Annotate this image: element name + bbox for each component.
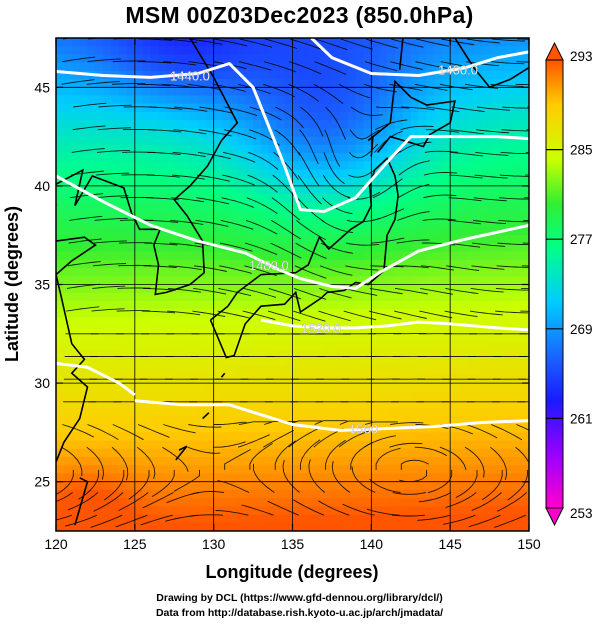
credit-drawing: Drawing by DCL (https://www.gfd-dennou.o… xyxy=(156,592,443,604)
colorbar-label: 285 xyxy=(570,143,593,158)
x-tick-label: 140 xyxy=(360,536,384,552)
chart-title: MSM 00Z03Dec2023 (850.0hPa) xyxy=(125,2,474,28)
y-tick-label: 25 xyxy=(34,474,50,490)
height-contour xyxy=(310,38,529,77)
y-tick-label: 30 xyxy=(34,375,50,391)
height-contour xyxy=(134,399,529,432)
height-contour xyxy=(56,174,529,290)
colorbar-label: 261 xyxy=(570,411,593,426)
height-contours: 1440.0 1400.0 1480.0 1520.0 1560 xyxy=(56,38,529,437)
x-tick-label: 145 xyxy=(438,536,462,552)
y-tick-label: 35 xyxy=(34,277,50,293)
x-tick-label: 125 xyxy=(123,536,147,552)
height-contour xyxy=(260,318,529,332)
y-tick-label: 45 xyxy=(34,79,50,95)
x-tick-label: 150 xyxy=(517,536,541,552)
contour-label: 1480.0 xyxy=(249,258,289,273)
colorbar-label: 293 xyxy=(570,49,593,64)
x-tick-label: 135 xyxy=(281,536,305,552)
x-tick-label: 120 xyxy=(44,536,68,552)
height-contour xyxy=(56,62,529,213)
height-contour xyxy=(56,361,136,397)
y-axis: 25 30 35 40 45 xyxy=(34,79,529,490)
colorbar-max-triangle xyxy=(545,41,564,61)
contour-label: 1560 xyxy=(349,421,378,436)
y-tick-label: 40 xyxy=(34,178,50,194)
x-axis-label: Longitude (degrees) xyxy=(205,562,378,582)
colorbar: 293 285 277 269 261 253 xyxy=(545,41,593,527)
lat-lon-grid xyxy=(56,38,529,531)
contour-label: 1400.0 xyxy=(438,63,478,78)
colorbar-label: 253 xyxy=(570,506,593,521)
contour-label: 1440.0 xyxy=(170,68,210,83)
contour-label: 1520.0 xyxy=(301,321,341,336)
credit-data: Data from http://database.rish.kyoto-u.a… xyxy=(155,607,444,619)
x-tick-label: 130 xyxy=(202,536,226,552)
colorbar-label: 277 xyxy=(570,232,593,247)
x-axis: 120 125 130 135 140 145 150 xyxy=(44,38,541,552)
y-axis-label: Latitude (degrees) xyxy=(2,206,22,362)
colorbar-min-triangle xyxy=(545,507,564,527)
colorbar-label: 269 xyxy=(570,322,593,337)
